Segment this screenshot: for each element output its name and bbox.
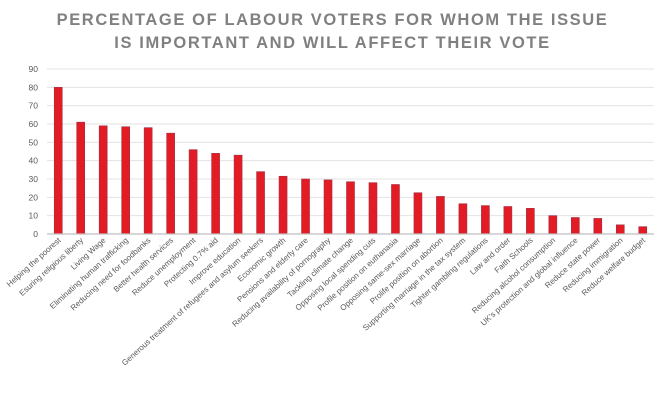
- bar-3: [98, 125, 108, 235]
- bar-21: [503, 206, 513, 235]
- bar-17: [413, 192, 423, 235]
- y-tick-label: 70: [29, 101, 39, 111]
- chart-title-line-2: IS IMPORTANT AND WILL AFFECT THEIR VOTE: [114, 34, 551, 52]
- bar-6: [166, 132, 175, 235]
- bar-25: [593, 218, 603, 235]
- bar-9: [233, 154, 243, 235]
- bar-15: [368, 182, 378, 235]
- y-tick-label: 80: [29, 82, 39, 92]
- bar-13: [323, 179, 333, 235]
- bar-14: [346, 181, 355, 235]
- y-tick-label: 60: [29, 119, 39, 129]
- bar-1: [53, 87, 63, 235]
- bar-12: [301, 178, 310, 235]
- bar-23: [548, 215, 558, 235]
- y-tick-label: 50: [29, 137, 39, 147]
- bar-16: [391, 184, 400, 235]
- bar-10: [256, 171, 265, 235]
- y-tick-label: 20: [29, 192, 39, 202]
- bar-27: [638, 226, 648, 235]
- bar-7: [188, 149, 198, 235]
- bar-19: [458, 203, 468, 235]
- bar-22: [526, 208, 535, 235]
- bar-26: [615, 224, 625, 235]
- y-tick-label: 90: [29, 64, 39, 74]
- y-tick-label: 10: [29, 211, 39, 221]
- y-tick-label: 40: [29, 156, 39, 166]
- bar-11: [278, 175, 288, 235]
- bar-8: [211, 153, 220, 235]
- bar-20: [481, 205, 490, 235]
- chart-title-line-1: PERCENTAGE OF LABOUR VOTERS FOR WHOM THE…: [56, 11, 609, 29]
- bar-2: [76, 121, 86, 235]
- bar-4: [121, 126, 130, 235]
- y-tick-label: 30: [29, 174, 39, 184]
- y-tick-label: 0: [33, 229, 38, 239]
- bar-18: [436, 196, 445, 235]
- bar-5: [143, 127, 153, 235]
- bar-24: [571, 217, 580, 235]
